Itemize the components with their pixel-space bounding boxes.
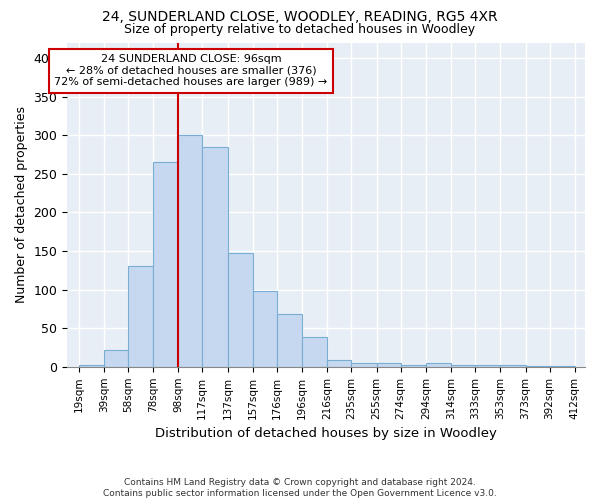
- Bar: [401, 366, 426, 367]
- Bar: [253, 291, 277, 367]
- Bar: [328, 360, 352, 367]
- Bar: [475, 364, 500, 367]
- Text: 24 SUNDERLAND CLOSE: 96sqm  
← 28% of detached houses are smaller (376)
72% of s: 24 SUNDERLAND CLOSE: 96sqm ← 28% of deta…: [55, 54, 328, 88]
- Bar: [202, 146, 227, 367]
- Y-axis label: Number of detached properties: Number of detached properties: [15, 106, 28, 303]
- Text: Size of property relative to detached houses in Woodley: Size of property relative to detached ho…: [124, 22, 476, 36]
- Bar: [526, 366, 550, 367]
- Bar: [550, 366, 575, 367]
- Bar: [377, 363, 401, 367]
- Bar: [500, 364, 526, 367]
- Bar: [153, 162, 178, 367]
- X-axis label: Distribution of detached houses by size in Woodley: Distribution of detached houses by size …: [155, 427, 497, 440]
- Bar: [352, 363, 377, 367]
- Bar: [128, 266, 153, 367]
- Bar: [302, 338, 328, 367]
- Bar: [104, 350, 128, 367]
- Bar: [426, 363, 451, 367]
- Bar: [178, 135, 202, 367]
- Bar: [451, 364, 475, 367]
- Text: 24, SUNDERLAND CLOSE, WOODLEY, READING, RG5 4XR: 24, SUNDERLAND CLOSE, WOODLEY, READING, …: [102, 10, 498, 24]
- Bar: [277, 314, 302, 367]
- Text: Contains HM Land Registry data © Crown copyright and database right 2024.
Contai: Contains HM Land Registry data © Crown c…: [103, 478, 497, 498]
- Bar: [79, 364, 104, 367]
- Bar: [227, 252, 253, 367]
